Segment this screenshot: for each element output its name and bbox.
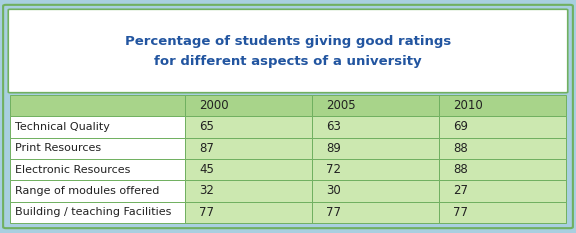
Bar — [10, 202, 185, 223]
Bar — [439, 159, 566, 180]
Text: for different aspects of a university: for different aspects of a university — [154, 55, 422, 68]
Bar — [439, 116, 566, 138]
Text: 87: 87 — [199, 142, 214, 155]
Bar — [185, 95, 312, 116]
Bar — [10, 159, 185, 180]
Bar — [439, 180, 566, 202]
Text: 88: 88 — [453, 163, 468, 176]
Text: 2000: 2000 — [199, 99, 229, 112]
Text: Building / teaching Facilities: Building / teaching Facilities — [15, 207, 172, 217]
Text: Electronic Resources: Electronic Resources — [15, 165, 130, 175]
Text: 45: 45 — [199, 163, 214, 176]
Text: 2005: 2005 — [326, 99, 355, 112]
Bar — [312, 180, 439, 202]
Text: Percentage of students giving good ratings: Percentage of students giving good ratin… — [125, 34, 451, 48]
Bar — [439, 202, 566, 223]
Text: 77: 77 — [326, 206, 341, 219]
Bar — [185, 116, 312, 138]
Bar — [312, 95, 439, 116]
Bar — [312, 116, 439, 138]
FancyBboxPatch shape — [3, 5, 573, 228]
Text: 32: 32 — [199, 185, 214, 198]
Text: 88: 88 — [453, 142, 468, 155]
Text: Print Resources: Print Resources — [15, 143, 101, 153]
Bar — [10, 180, 185, 202]
Bar — [312, 138, 439, 159]
Text: 89: 89 — [326, 142, 341, 155]
Text: 2010: 2010 — [453, 99, 483, 112]
Text: Technical Quality: Technical Quality — [15, 122, 110, 132]
Bar — [312, 159, 439, 180]
Bar — [185, 138, 312, 159]
FancyBboxPatch shape — [8, 9, 568, 93]
Text: 27: 27 — [453, 185, 468, 198]
Bar — [10, 138, 185, 159]
Bar — [10, 116, 185, 138]
Bar — [185, 159, 312, 180]
Bar — [439, 95, 566, 116]
Bar — [185, 180, 312, 202]
Bar — [312, 202, 439, 223]
Text: 72: 72 — [326, 163, 341, 176]
Text: 77: 77 — [453, 206, 468, 219]
Text: 30: 30 — [326, 185, 341, 198]
Text: 63: 63 — [326, 120, 341, 134]
Bar — [185, 202, 312, 223]
Text: 65: 65 — [199, 120, 214, 134]
Text: 69: 69 — [453, 120, 468, 134]
Text: 77: 77 — [199, 206, 214, 219]
Bar — [10, 95, 185, 116]
Text: Range of modules offered: Range of modules offered — [15, 186, 160, 196]
Bar — [439, 138, 566, 159]
